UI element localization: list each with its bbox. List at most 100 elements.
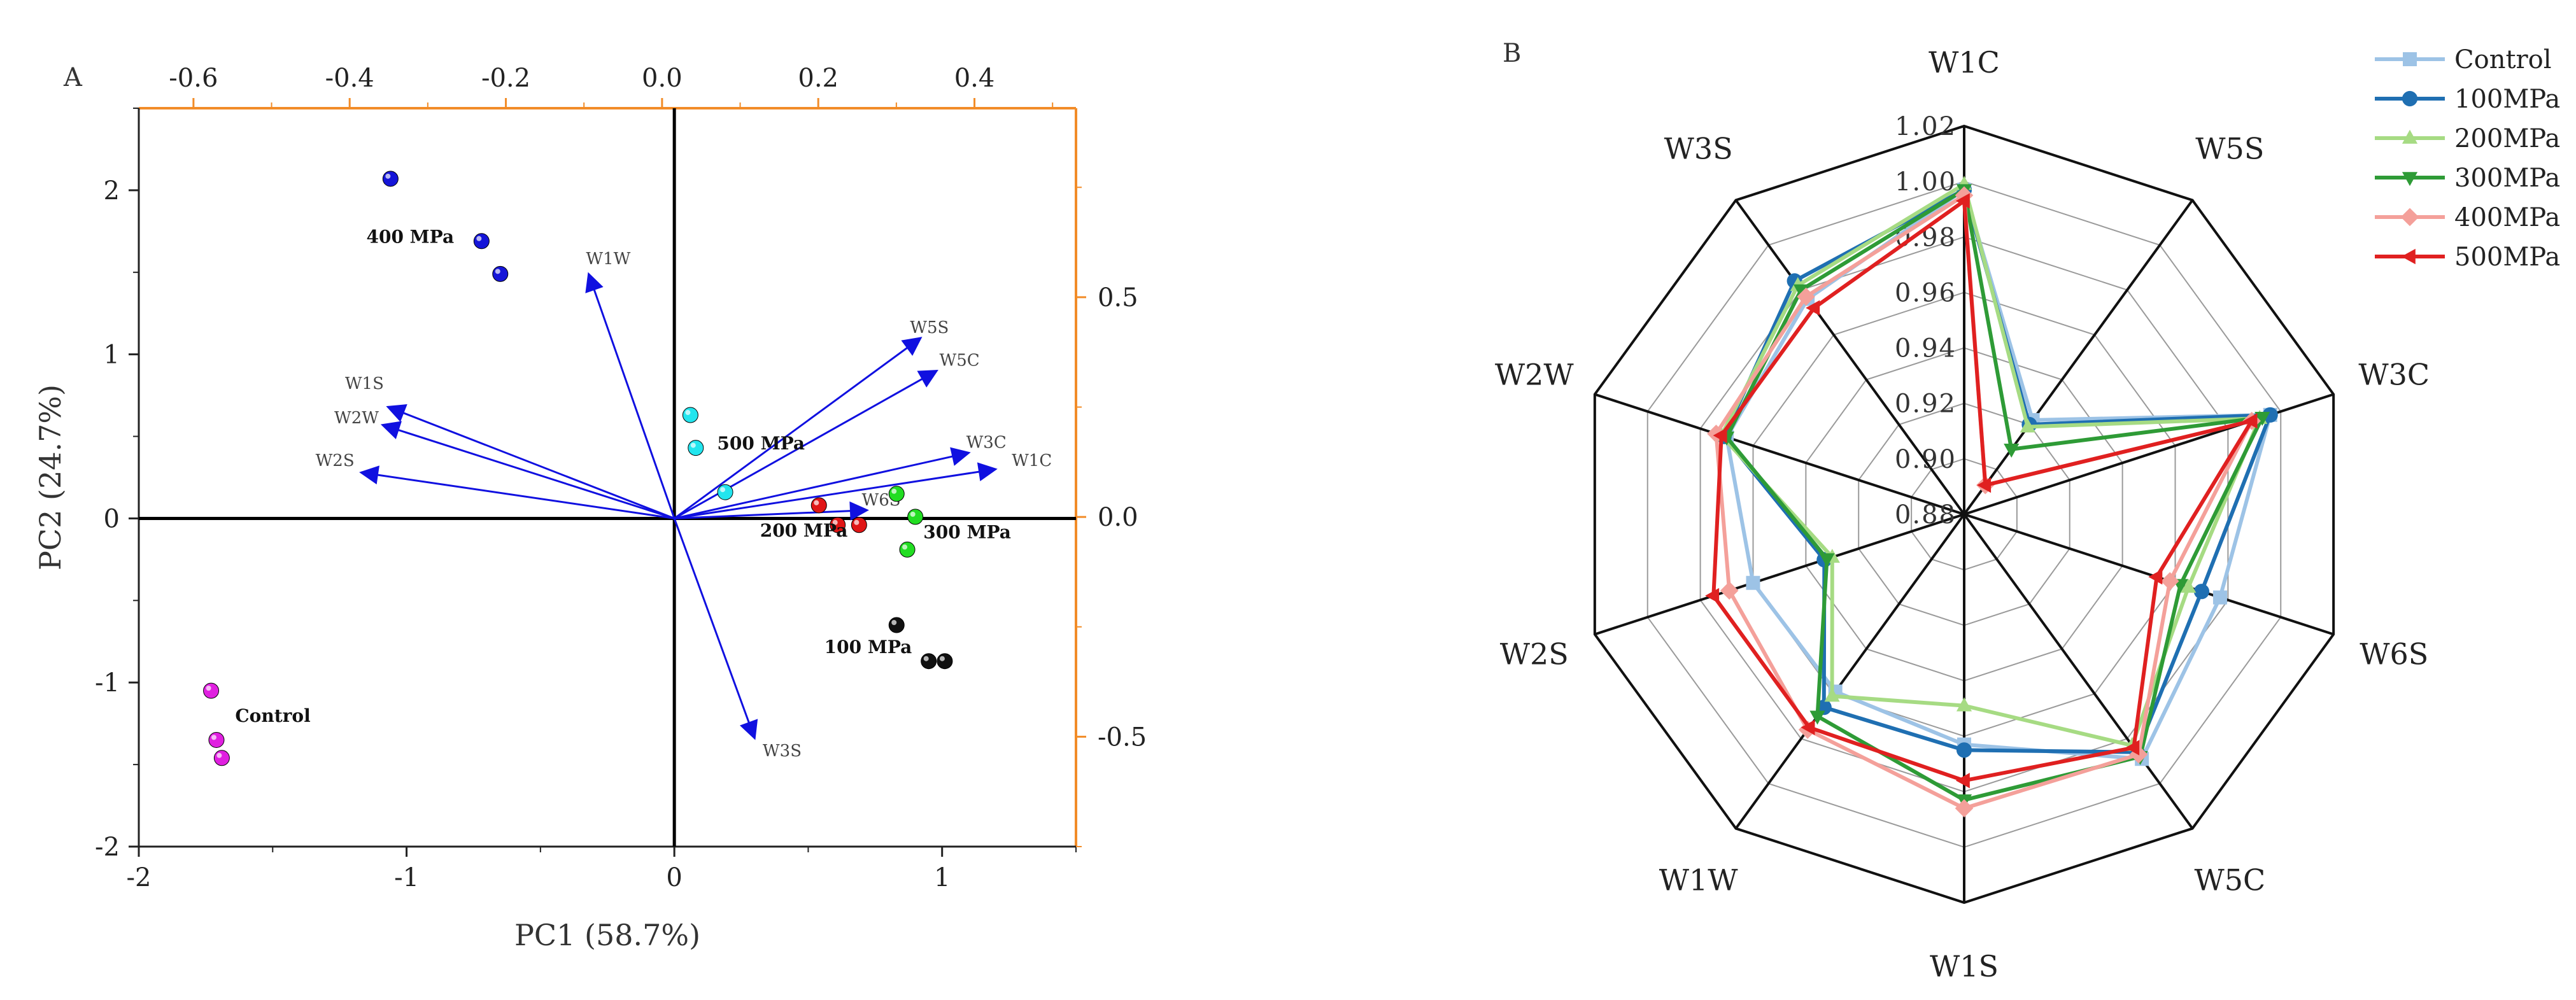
radar-axis-label-w3c: W3C	[2358, 358, 2430, 392]
score-point-highlight	[690, 442, 696, 448]
series-point-300mpa	[2004, 443, 2020, 458]
series-point-500mpa	[1955, 193, 1970, 209]
group-label-300-mpa: 300 MPa	[923, 521, 1011, 542]
y-tick-label: 1	[104, 341, 120, 370]
loading-label-w3s: W3S	[763, 742, 802, 761]
loading-arrow-w3s	[673, 518, 758, 740]
series-point-100mpa	[1956, 742, 1972, 758]
score-point-highlight	[902, 544, 908, 550]
series-point-300mpa	[1809, 710, 1825, 725]
score-point-highlight	[923, 656, 929, 661]
group-label-500-mpa: 500 MPa	[717, 433, 805, 454]
score-point-highlight	[891, 620, 897, 625]
score-point-highlight	[854, 519, 860, 525]
series-point-400mpa	[1955, 799, 1974, 818]
loading-label-w3c: W3C	[966, 433, 1007, 453]
score-point-400-mpa	[382, 171, 399, 187]
loading-arrow-w1c	[674, 462, 998, 519]
loading-label-w2w: W2W	[334, 409, 379, 428]
score-point-100-mpa	[937, 653, 953, 670]
score-point-100-mpa	[888, 617, 905, 633]
series-point-100mpa	[2262, 407, 2278, 423]
loading-label-w1c: W1C	[1012, 451, 1052, 470]
series-point-200mpa	[1956, 697, 1972, 712]
score-point-highlight	[216, 752, 222, 758]
score-point-100-mpa	[921, 653, 937, 670]
right-tick-label: 0.5	[1098, 283, 1138, 313]
score-point-control	[213, 750, 230, 766]
series-point-500mpa	[1806, 300, 1820, 316]
score-point-500-mpa	[717, 484, 733, 500]
series-point-control	[1746, 575, 1760, 590]
x-tick-label: 1	[934, 863, 950, 892]
x-tick-label: -2	[127, 863, 152, 892]
score-point-highlight	[206, 686, 211, 691]
legend-label-300mpa: 300MPa	[2454, 164, 2560, 193]
series-point-500mpa	[1955, 773, 1970, 789]
loading-label-w1w: W1W	[586, 250, 630, 269]
score-point-200-mpa	[851, 517, 867, 533]
radial-tick-label: 1.00	[1895, 167, 1957, 197]
loading-arrow-w3c	[674, 447, 971, 519]
top-tick-label: -0.6	[169, 64, 218, 93]
radar-spoke	[1734, 199, 1965, 516]
top-tick-label: -0.4	[325, 64, 374, 93]
score-point-highlight	[832, 519, 838, 525]
score-point-control	[203, 682, 220, 699]
radar-chart-panel: B W1C W5S W3C W6S W5C W1S W1W W2S W2W W3S 0.88 0.90 0…	[1495, 39, 2560, 983]
series-point-300mpa	[1819, 553, 1835, 568]
legend-marker-100mpa	[2402, 90, 2418, 107]
score-point-500-mpa	[682, 407, 698, 423]
radar-axis-label-w1w: W1W	[1659, 863, 1739, 897]
loading-label-w1s: W1S	[345, 374, 384, 393]
radial-tick-label: 0.88	[1895, 500, 1957, 530]
radar-axis-label-w3s: W3S	[1664, 132, 1733, 166]
radar-spoke	[1964, 513, 2334, 636]
x-tick-label: 0	[666, 863, 682, 892]
y-tick-label: -1	[95, 668, 120, 698]
top-tick-label: 0.2	[798, 64, 839, 93]
score-point-highlight	[211, 735, 216, 740]
legend-marker-400mpa	[2400, 208, 2419, 227]
legend-label-100mpa: 100MPa	[2454, 85, 2560, 114]
legend-marker-control	[2403, 52, 2417, 66]
legend-label-control: Control	[2454, 45, 2552, 74]
group-label-100-mpa: 100 MPa	[824, 637, 912, 658]
radar-spoke	[1734, 513, 1965, 829]
x-tick-label: -1	[394, 863, 419, 892]
legend-marker-200mpa	[2402, 129, 2418, 144]
y-tick-label: 2	[104, 176, 120, 206]
series-point-100mpa	[2193, 584, 2210, 600]
radar-axis-label-w1s: W1S	[1930, 949, 1999, 983]
score-point-highlight	[910, 511, 916, 517]
radar-spoke	[1963, 513, 2194, 829]
radar-axis-label-w2w: W2W	[1495, 358, 1575, 392]
score-point-highlight	[939, 656, 945, 661]
legend-marker-500mpa	[2401, 248, 2416, 265]
group-label-400-mpa: 400 MPa	[366, 226, 454, 247]
series-point-400mpa	[1720, 581, 1739, 600]
series-point-500mpa	[1705, 588, 1720, 604]
radar-axis-label-w5c: W5C	[2194, 863, 2265, 897]
series-point-300mpa	[2254, 412, 2270, 426]
loading-label-w5c: W5C	[940, 351, 980, 370]
legend-label-200mpa: 200MPa	[2454, 124, 2560, 153]
radar-axis-label-w1c: W1C	[1928, 45, 2000, 80]
loading-arrow-w2s	[359, 465, 675, 519]
series-line-200mpa	[1719, 181, 2263, 748]
series-point-500mpa	[1713, 428, 1727, 444]
radial-tick-label: 1.02	[1895, 112, 1957, 141]
series-point-200mpa	[2181, 579, 2197, 593]
series-point-500mpa	[1977, 477, 1992, 493]
score-point-highlight	[385, 173, 391, 179]
score-point-400-mpa	[473, 233, 490, 250]
legend-marker-300mpa	[2402, 172, 2418, 187]
legend-label-500mpa: 500MPa	[2454, 243, 2560, 272]
score-point-highlight	[720, 487, 726, 493]
score-point-highlight	[476, 236, 482, 241]
series-point-500mpa	[2243, 413, 2258, 429]
loading-arrow-w1s	[386, 404, 675, 519]
right-tick-label: -0.5	[1098, 722, 1147, 752]
score-point-300-mpa	[899, 541, 916, 558]
